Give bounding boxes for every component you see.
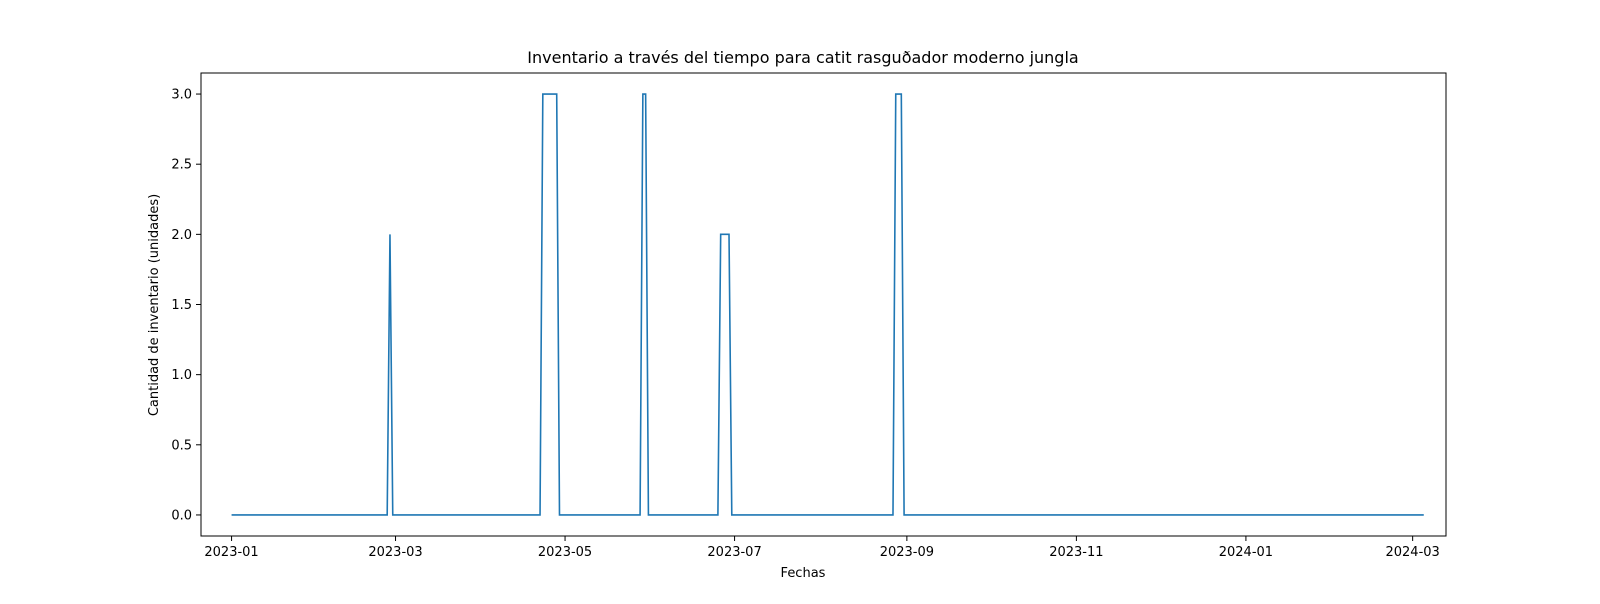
plot-area: 2023-01 2023-03 2023-05 2023-07 2023-09 2023-… <box>171 72 1447 560</box>
x-tick-label: 2023-01 <box>204 545 258 560</box>
y-tick-label: 2.5 <box>171 158 192 173</box>
y-tick-label: 1.0 <box>171 368 192 383</box>
y-tick-label: 0.5 <box>171 438 192 453</box>
x-tick-label: 2023-09 <box>880 545 934 560</box>
y-tick-label: 2.0 <box>171 228 192 243</box>
plot-frame <box>200 72 1447 537</box>
x-tick-label: 2023-05 <box>538 545 592 560</box>
series-line <box>231 93 1424 516</box>
y-tick-label: 3.0 <box>171 88 192 103</box>
x-axis-label: Fechas <box>781 566 826 581</box>
x-tick-label: 2023-07 <box>707 545 761 560</box>
y-axis-label: Cantidad de inventario (unidades) <box>147 194 162 416</box>
y-tick-label: 0.0 <box>171 508 192 523</box>
x-tick-label: 2023-03 <box>368 545 422 560</box>
chart-title: Inventario a través del tiempo para cati… <box>527 48 1078 67</box>
x-tick-label: 2023-11 <box>1049 545 1103 560</box>
x-tick-label: 2024-03 <box>1385 545 1439 560</box>
y-tick-label: 1.5 <box>171 298 192 313</box>
x-tick-label: 2024-01 <box>1219 545 1273 560</box>
